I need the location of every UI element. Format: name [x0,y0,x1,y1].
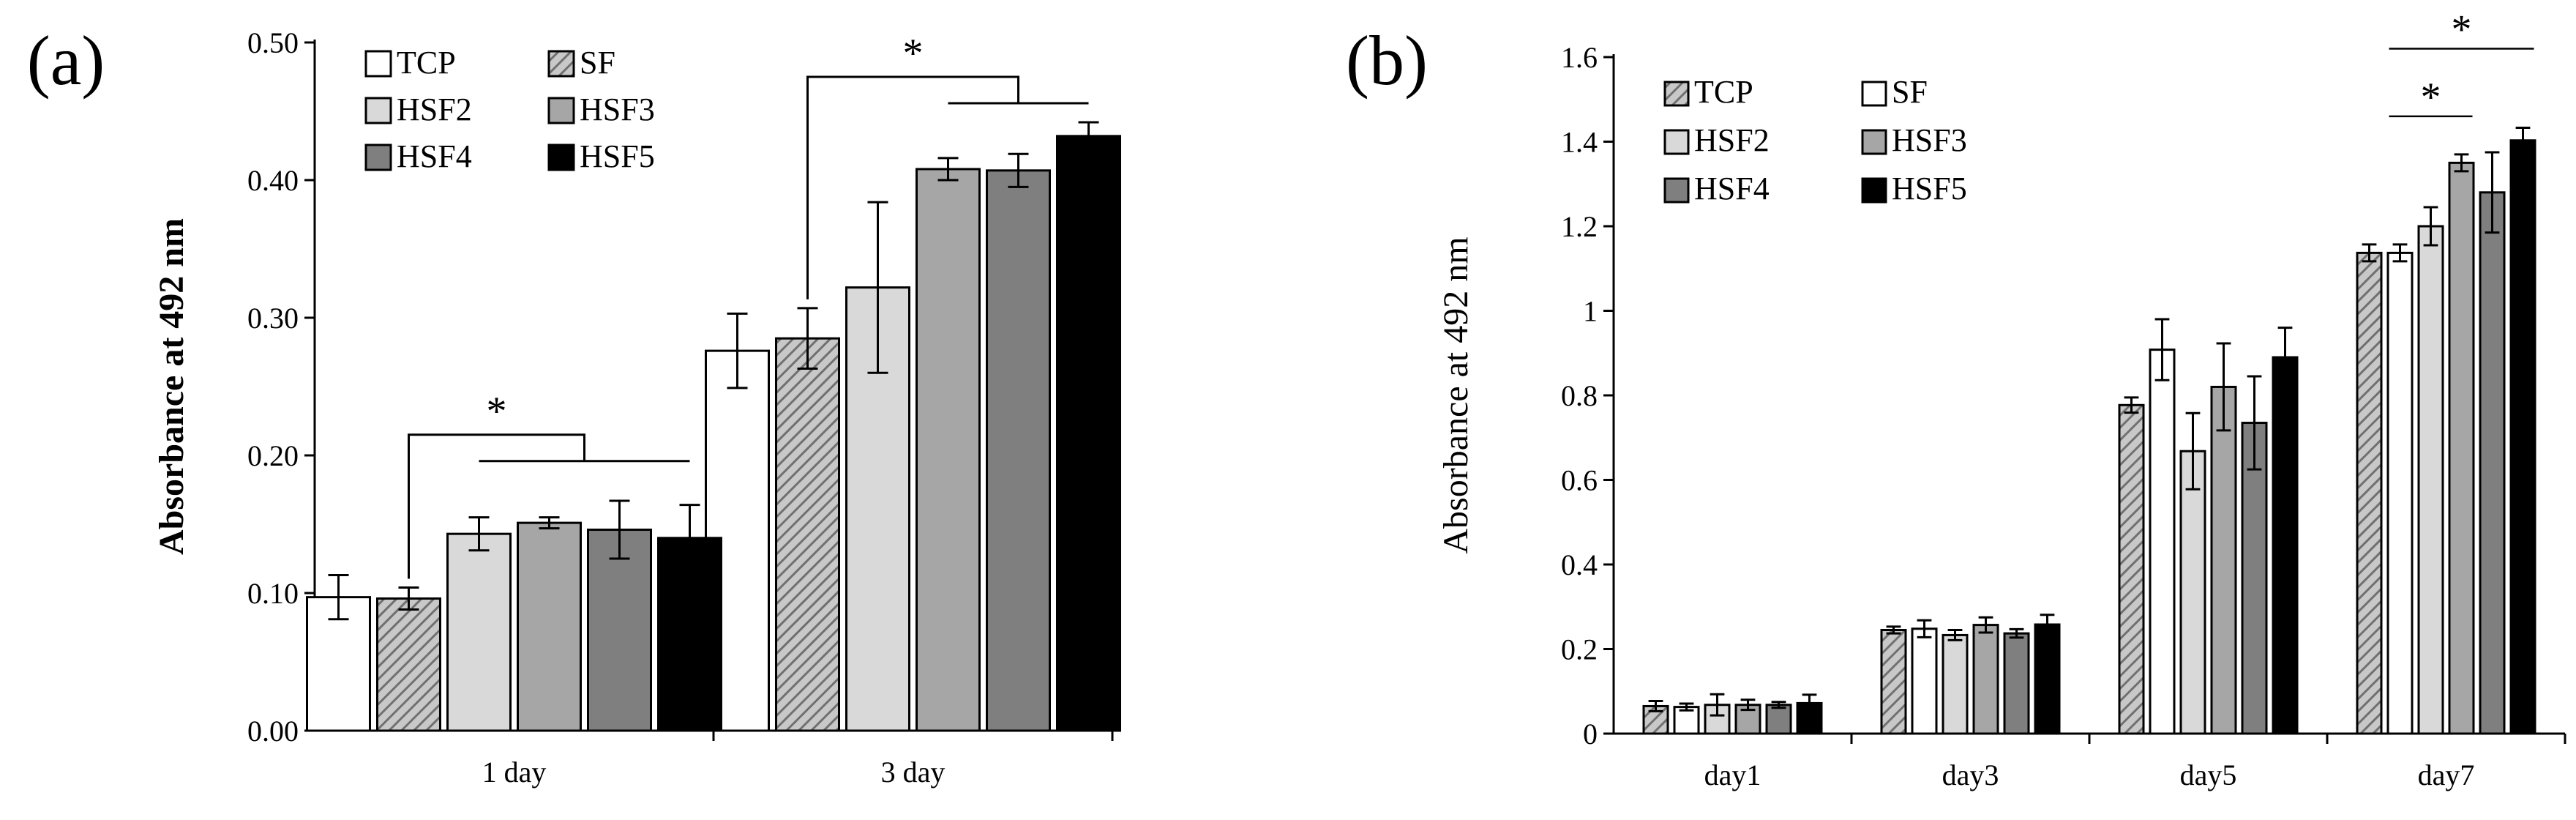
x-tick-label: day1 [1704,758,1761,791]
bar-hsf5 [1056,135,1121,732]
y-axis-label: Absorbance at 492 nm [152,218,191,555]
bar-tcp [1880,629,1907,735]
bar-hsf3 [2210,385,2237,735]
legend-swatch [364,50,392,78]
bar-sf [1911,627,1938,735]
bar-hsf5 [2272,356,2299,735]
bar-tcp [2118,403,2145,735]
significance-star: * [2421,75,2441,120]
bar-hsf4 [2479,191,2506,735]
y-axis-label: Absorbance at 492 nm [1437,236,1475,554]
chart-panel-b: (b) Absorbance at 492 nm 0 0.2 0.4 0.6 0.8 1 1.2… [1346,7,2566,791]
legend-label: HSF5 [580,138,655,174]
legend-label: HSF3 [1892,122,1967,158]
legend-swatch [547,144,575,171]
y-tick-label: 0.50 [247,26,299,59]
y-tick-label: 0.8 [1561,379,1598,412]
bar-hsf2 [1942,633,1969,735]
chart-panel-a: (a) Absorbance at 492 nm 0.00 0.10 0.20 0.30 0… [27,21,1121,789]
legend-swatch [1861,129,1887,155]
bar-hsf4 [587,529,652,732]
y-tick-label: 1.6 [1561,41,1598,74]
bar-hsf3 [517,521,582,732]
bar-hsf3 [1972,624,1999,735]
panel-label: (b) [1346,21,1428,100]
bar-hsf2 [2179,450,2206,735]
legend-swatch [1861,81,1887,107]
y-tick-label: 0.00 [247,715,299,748]
y-tick-label: 0.40 [247,164,299,197]
legend-label: HSF2 [397,92,472,127]
bar-hsf4 [986,169,1051,732]
bar-sf [1673,706,1700,735]
legend-label: TCP [397,45,456,81]
legend-label: SF [1892,74,1928,110]
bar-hsf4 [1765,704,1792,735]
legend-swatch [1663,177,1690,204]
legend-swatch [1861,177,1887,204]
legend-label: HSF3 [580,92,655,127]
significance-bracket [806,75,1019,299]
bar-hsf5 [2509,139,2536,735]
legend-label: HSF4 [1694,171,1770,206]
significance-star: * [903,31,924,76]
x-tick-label: 1 day [482,756,547,789]
significance-star: * [487,389,507,434]
x-tick-label: day3 [1942,758,1999,791]
y-tick-label: 1 [1583,295,1598,328]
y-tick-label: 0.4 [1561,548,1598,581]
legend-swatch [364,144,392,171]
legend-label: HSF4 [397,138,472,174]
y-tick-label: 0.10 [247,577,299,610]
bar-sf [376,597,441,732]
y-tick-label: 0 [1583,718,1598,750]
legend-swatch [364,97,392,124]
legend-swatch [547,50,575,78]
significance-bracket [408,433,585,579]
legend-label: HSF5 [1892,171,1967,206]
legend-swatch [1663,129,1690,155]
bar-hsf2 [446,532,512,732]
legend-swatch [1663,81,1690,107]
significance-star: * [2452,7,2472,52]
bar-hsf4 [2003,632,2030,735]
legend-swatch [547,97,575,124]
bar-sf [775,337,840,732]
y-tick-label: 1.4 [1561,126,1598,159]
panel-label: (a) [27,21,105,100]
bar-sf [2386,251,2414,735]
y-tick-label: 0.2 [1561,633,1598,666]
bar-hsf3 [916,168,981,732]
x-tick-label: day5 [2180,758,2237,791]
y-tick-label: 0.20 [247,439,299,472]
y-tick-label: 0.6 [1561,464,1598,497]
bar-hsf3 [2448,161,2475,735]
x-tick-label: day7 [2418,758,2475,791]
legend-label: SF [580,45,615,81]
y-tick-label: 0.30 [247,302,299,335]
bar-sf [2149,348,2176,735]
bar-hsf5 [2034,623,2061,735]
bar-hsf2 [2417,225,2444,735]
legend-label: HSF2 [1694,122,1770,158]
y-tick-label: 1.2 [1561,210,1598,243]
x-tick-label: 3 day [881,756,946,789]
bar-tcp [2356,251,2383,735]
legend-label: TCP [1694,74,1753,110]
